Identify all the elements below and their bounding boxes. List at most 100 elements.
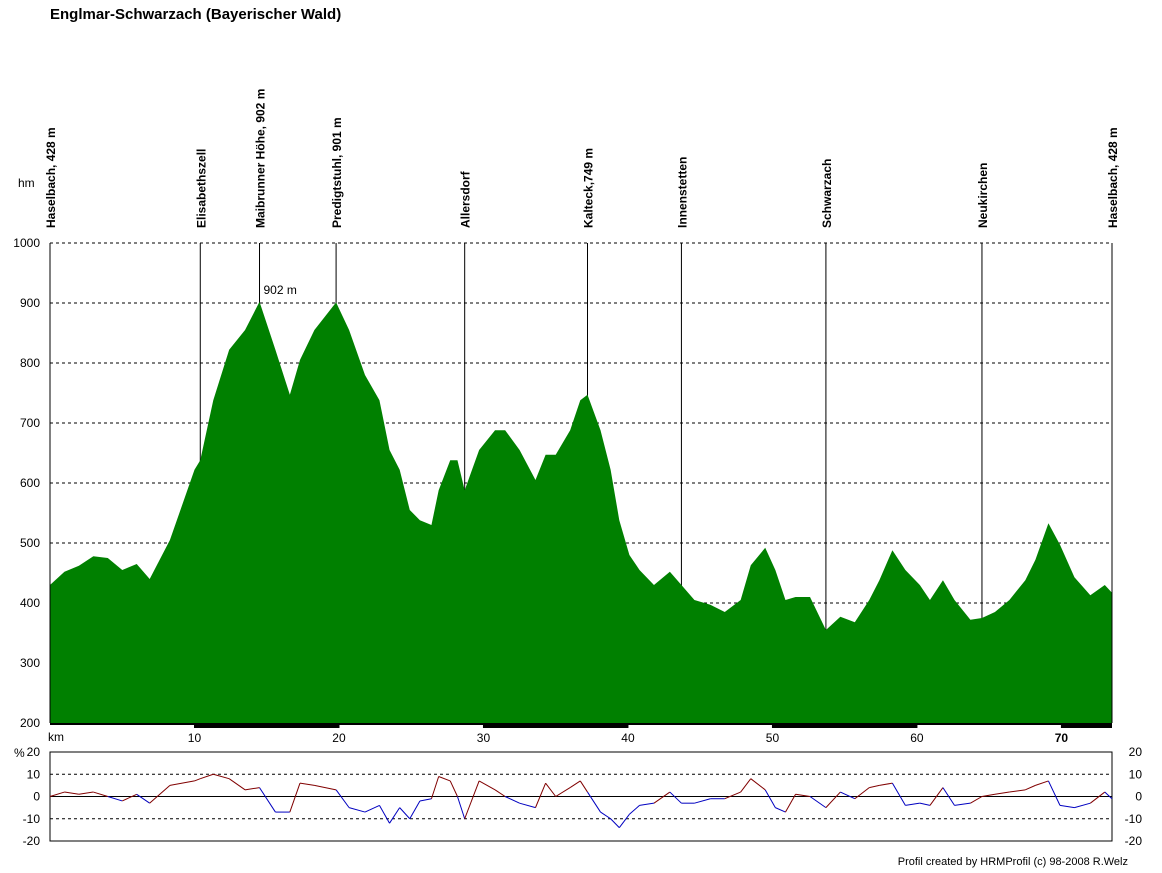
waypoint-label: Schwarzach	[820, 159, 834, 228]
gradient-segment	[49, 791, 65, 797]
y-tick-label: -20	[1125, 834, 1143, 848]
y-tick-label: -10	[23, 812, 41, 826]
chart-title: Englmar-Schwarzach (Bayerischer Wald)	[50, 6, 341, 23]
waypoint-label: Neukirchen	[976, 163, 990, 228]
y-tick-label: 1000	[13, 236, 40, 250]
y-tick-label: -20	[23, 834, 41, 848]
gradient-segment	[825, 791, 841, 808]
gradient-segment	[970, 796, 983, 804]
gradient-segment	[348, 807, 366, 813]
gradient-segment	[587, 791, 601, 813]
gradient-segment	[449, 780, 458, 797]
gradient-segment	[891, 782, 906, 806]
waypoint-label: Allersdorf	[459, 170, 473, 228]
gradient-segment	[535, 782, 547, 808]
x-tick-label: 60	[910, 731, 924, 745]
gradient-segment	[409, 800, 421, 819]
axis-band	[1061, 723, 1112, 728]
gradient-segment	[464, 780, 480, 819]
gradient-segment	[1104, 791, 1113, 800]
gradient-segment	[919, 802, 931, 806]
y-axis-label: hm	[18, 176, 35, 190]
y-tick-label: 10	[1129, 767, 1143, 781]
x-tick-label: 40	[621, 731, 635, 745]
gradient-segment	[259, 787, 276, 813]
x-tick-label: 10	[188, 731, 202, 745]
gradient-segment	[78, 791, 94, 795]
waypoint-label: Maibrunner Höhe, 902 m	[254, 89, 268, 228]
gradient-segment	[438, 776, 451, 782]
gradient-segment	[136, 793, 150, 804]
gradient-segment	[299, 782, 315, 786]
gradient-segment	[555, 787, 571, 797]
axis-band	[194, 723, 339, 728]
gradient-segment	[379, 805, 390, 824]
y-tick-label: 600	[20, 476, 40, 490]
gradient-segment	[389, 807, 401, 824]
gradient-segment	[419, 798, 432, 802]
gradient-segment	[545, 782, 557, 797]
gradient-segment	[854, 787, 870, 800]
gradient-segment	[519, 802, 536, 809]
gradient-segment	[905, 802, 920, 806]
gradient-segment	[1035, 780, 1049, 786]
gradient-segment	[430, 776, 440, 799]
gradient-segment	[478, 780, 496, 791]
waypoint-label: Elisabethszell	[194, 149, 208, 228]
waypoint-label: Haselbach, 428 m	[1106, 127, 1120, 228]
gradient-segment	[879, 782, 893, 786]
gradient-segment	[840, 791, 856, 800]
gradient-segment	[981, 793, 996, 797]
gradient-segment	[629, 805, 640, 815]
gradient-segment	[314, 784, 337, 791]
gradient-segment	[213, 773, 230, 780]
gradient-segment	[494, 789, 506, 797]
gradient-segment	[1047, 780, 1061, 806]
y-tick-label: 800	[20, 356, 40, 370]
gradient-segment	[122, 793, 137, 802]
gradient-segment	[775, 807, 786, 813]
gradient-segment	[399, 807, 411, 820]
waypoint-label: Haselbach, 428 m	[44, 127, 58, 228]
y-tick-label: 20	[27, 745, 41, 759]
x-tick-label: 50	[766, 731, 780, 745]
x-tick-label: 20	[332, 731, 346, 745]
axis-band	[772, 723, 917, 728]
gradient-segment	[929, 787, 944, 806]
gradient-segment	[639, 802, 655, 806]
gradient-segment	[653, 791, 671, 804]
gradient-segment	[169, 780, 195, 786]
gradient-segment	[764, 789, 776, 808]
y-tick-label: -10	[1125, 812, 1143, 826]
y-tick-label: 400	[20, 596, 40, 610]
gradient-segment	[994, 791, 1010, 795]
gradient-segment	[456, 796, 466, 819]
gradient-segment	[364, 804, 380, 813]
gradient-segment	[149, 784, 171, 804]
gradient-segment	[579, 780, 588, 793]
gradient-segment	[694, 798, 711, 804]
gradient-segment	[228, 778, 246, 791]
axis-band	[483, 723, 628, 728]
gradient-segment	[669, 791, 682, 804]
gradient-segment	[942, 787, 955, 806]
gradient-segment	[93, 791, 108, 797]
x-tick-label: 70	[1055, 731, 1069, 745]
peak-label: 902 m	[264, 283, 297, 297]
gradient-segment	[1025, 784, 1036, 791]
y-tick-label: 0	[33, 790, 40, 804]
y-axis-label: %	[14, 746, 25, 760]
x-tick-label: 30	[477, 731, 491, 745]
y-tick-label: 10	[27, 767, 41, 781]
gradient-segment	[750, 778, 766, 791]
gradient-segment	[795, 793, 811, 797]
footer: Profil created by HRMProfil (c) 98-2008 …	[898, 856, 1128, 868]
gradient-segment	[954, 802, 971, 806]
gradient-segment	[194, 778, 201, 782]
y-tick-label: 200	[20, 716, 40, 730]
x-axis-label: km	[48, 730, 64, 744]
gradient-segment	[107, 796, 123, 802]
gradient-segment	[504, 796, 520, 804]
gradient-segment	[610, 818, 620, 828]
